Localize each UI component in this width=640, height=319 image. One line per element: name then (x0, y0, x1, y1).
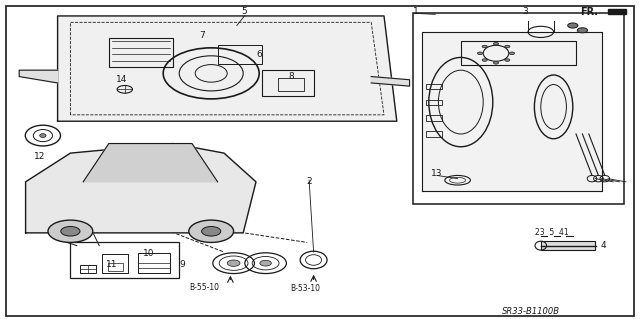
Ellipse shape (227, 260, 240, 266)
Circle shape (505, 45, 510, 48)
Bar (262, 70, 314, 96)
Circle shape (493, 62, 499, 64)
Polygon shape (422, 32, 602, 191)
Text: 8: 8 (289, 72, 294, 81)
Polygon shape (26, 144, 256, 233)
Ellipse shape (260, 260, 271, 266)
Circle shape (202, 226, 221, 236)
Bar (541, 241, 595, 250)
Text: 3: 3 (522, 7, 527, 16)
Circle shape (509, 52, 515, 55)
Circle shape (568, 23, 578, 28)
Text: 1: 1 (413, 7, 419, 16)
Circle shape (61, 226, 80, 236)
Circle shape (482, 45, 487, 48)
Circle shape (48, 220, 93, 242)
Text: B-53-10: B-53-10 (290, 284, 320, 293)
Bar (218, 45, 262, 64)
Text: B-55-10: B-55-10 (189, 283, 219, 292)
Bar (278, 78, 304, 91)
Text: 12: 12 (34, 152, 45, 161)
Text: 14: 14 (116, 75, 127, 84)
Bar (426, 131, 442, 137)
Polygon shape (19, 70, 58, 83)
Text: 5: 5 (242, 7, 247, 16)
Polygon shape (608, 9, 626, 14)
Bar (426, 115, 442, 121)
Ellipse shape (40, 134, 46, 137)
Bar (80, 265, 96, 273)
Text: 6: 6 (257, 50, 262, 59)
Bar (426, 84, 442, 89)
Bar (109, 38, 173, 67)
Text: 2: 2 (307, 177, 312, 186)
Circle shape (482, 59, 487, 61)
Text: 11: 11 (106, 260, 118, 269)
Circle shape (477, 52, 483, 55)
Bar (138, 253, 170, 273)
Bar (108, 263, 123, 271)
Bar (70, 242, 179, 278)
Polygon shape (58, 16, 397, 121)
Text: 13: 13 (431, 169, 443, 178)
Text: 9: 9 (180, 260, 185, 269)
Circle shape (493, 42, 499, 45)
Text: 23  5  41: 23 5 41 (535, 228, 568, 237)
Polygon shape (371, 77, 410, 86)
Text: SR33-B1100B: SR33-B1100B (502, 307, 560, 315)
Circle shape (189, 220, 234, 242)
Polygon shape (83, 144, 218, 182)
Bar (102, 254, 128, 273)
Text: FR.: FR. (580, 7, 598, 17)
Bar (426, 100, 442, 105)
Bar (461, 41, 576, 65)
Circle shape (577, 28, 588, 33)
Text: 10: 10 (143, 249, 154, 258)
Bar (413, 13, 624, 204)
Text: 7: 7 (199, 31, 204, 40)
Text: 4: 4 (600, 241, 605, 250)
Circle shape (505, 59, 510, 61)
